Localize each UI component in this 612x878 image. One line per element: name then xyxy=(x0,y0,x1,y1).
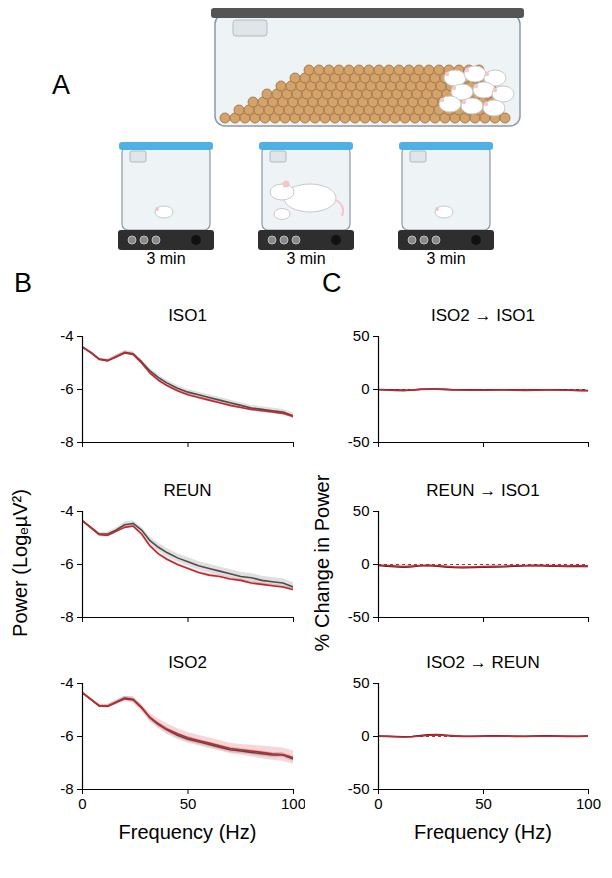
svg-text:0: 0 xyxy=(361,555,369,572)
svg-text:50: 50 xyxy=(475,795,492,812)
html-text:ISO2 → REUN: ISO2 → REUN xyxy=(426,653,540,672)
html-text:% Change in Power: % Change in Power xyxy=(311,474,333,651)
svg-text:-4: -4 xyxy=(60,328,73,344)
html-text:A: A xyxy=(52,70,70,100)
svg-text:0: 0 xyxy=(374,795,382,812)
svg-text:-6: -6 xyxy=(60,380,73,397)
svg-text:-6: -6 xyxy=(60,555,73,572)
svg-text:0: 0 xyxy=(78,795,86,812)
svg-text:-8: -8 xyxy=(60,433,73,450)
svg-text:-6: -6 xyxy=(60,727,73,744)
html-text:REUN: REUN xyxy=(163,481,212,500)
html-text:Power (LogₑµV²): Power (LogₑµV²) xyxy=(9,488,31,637)
html-text:REUN → ISO1: REUN → ISO1 xyxy=(426,481,540,500)
svg-text:0: 0 xyxy=(361,727,369,744)
svg-text:50: 50 xyxy=(353,503,370,519)
svg-text:50: 50 xyxy=(180,795,197,812)
svg-text:100: 100 xyxy=(281,795,305,812)
html-text:ISO2: ISO2 xyxy=(168,653,207,672)
html-text:C: C xyxy=(322,268,342,298)
html-text:ISO2 → ISO1: ISO2 → ISO1 xyxy=(431,306,535,325)
html-text:Frequency (Hz): Frequency (Hz) xyxy=(414,821,552,843)
html-text:B: B xyxy=(14,268,32,298)
svg-text:3 min: 3 min xyxy=(146,250,185,267)
svg-text:-4: -4 xyxy=(60,503,73,519)
svg-text:3 min: 3 min xyxy=(426,250,465,267)
svg-text:-50: -50 xyxy=(348,780,370,797)
html-text:Frequency (Hz): Frequency (Hz) xyxy=(118,821,257,843)
svg-text:50: 50 xyxy=(353,328,370,344)
svg-text:50: 50 xyxy=(353,675,370,691)
html-text:ISO1: ISO1 xyxy=(168,306,207,325)
svg-text:100: 100 xyxy=(576,795,601,812)
svg-text:-50: -50 xyxy=(348,608,370,625)
svg-text:-4: -4 xyxy=(60,675,73,691)
svg-text:-8: -8 xyxy=(60,780,73,797)
svg-text:0: 0 xyxy=(361,380,369,397)
svg-text:-8: -8 xyxy=(60,608,73,625)
svg-text:-50: -50 xyxy=(348,433,370,450)
svg-text:3 min: 3 min xyxy=(286,250,325,267)
